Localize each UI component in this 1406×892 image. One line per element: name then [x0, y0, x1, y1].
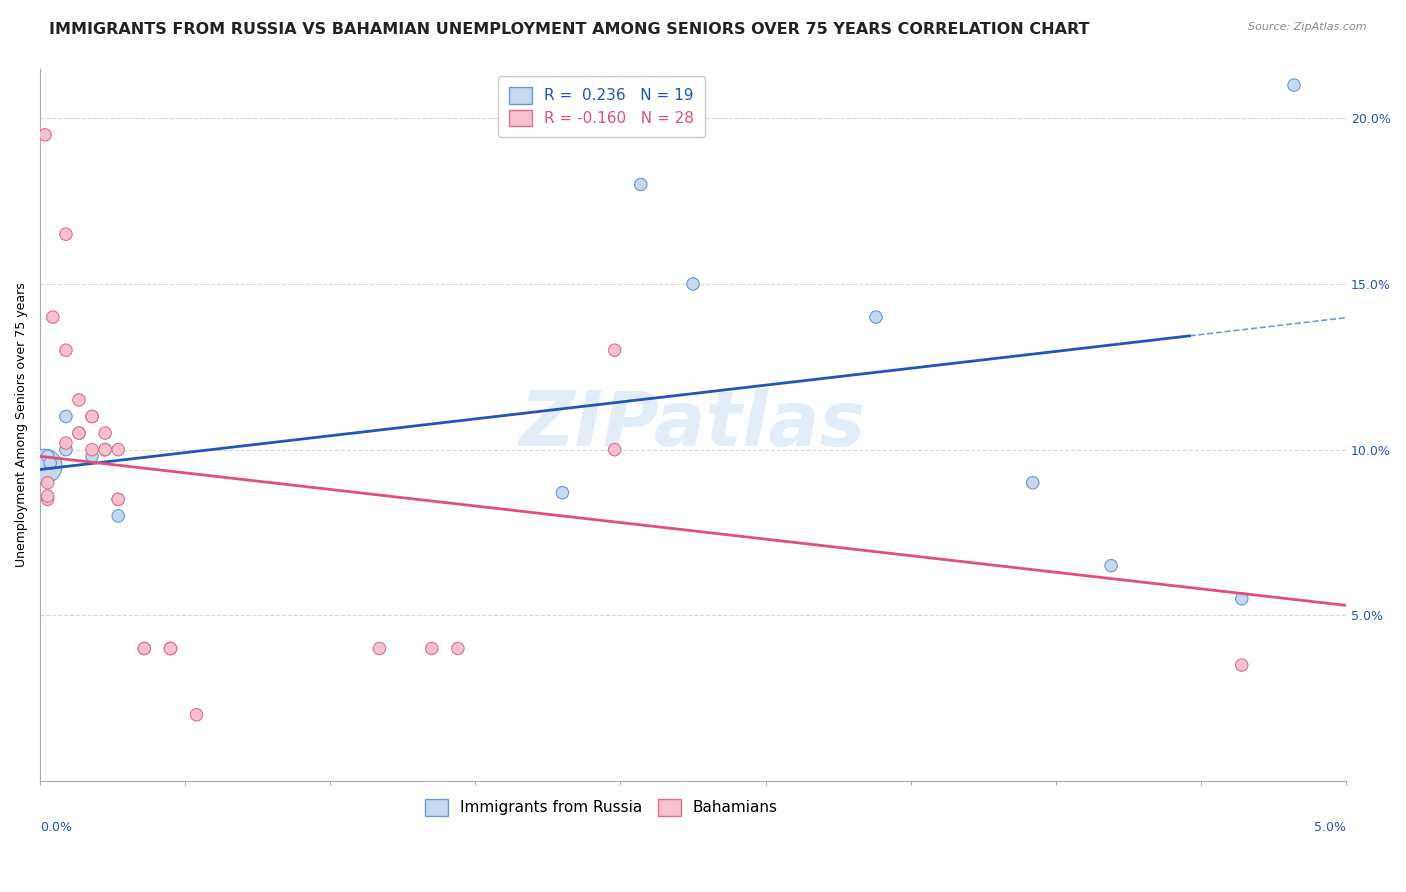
Text: IMMIGRANTS FROM RUSSIA VS BAHAMIAN UNEMPLOYMENT AMONG SENIORS OVER 75 YEARS CORR: IMMIGRANTS FROM RUSSIA VS BAHAMIAN UNEMP…	[49, 22, 1090, 37]
Point	[80, 409, 103, 424]
Point	[37, 489, 59, 503]
Point	[55, 436, 77, 450]
Legend: Immigrants from Russia, Bahamians: Immigrants from Russia, Bahamians	[418, 791, 786, 823]
Point	[1022, 475, 1045, 490]
Point	[94, 442, 117, 457]
Y-axis label: Unemployment Among Seniors over 75 years: Unemployment Among Seniors over 75 years	[15, 283, 28, 567]
Point	[94, 442, 117, 457]
Point	[159, 641, 181, 656]
Point	[1282, 78, 1305, 92]
Point	[107, 492, 129, 507]
Point	[134, 641, 156, 656]
Point	[107, 508, 129, 523]
Point	[37, 475, 59, 490]
Point	[67, 426, 90, 441]
Point	[37, 450, 59, 464]
Point	[55, 227, 77, 242]
Point	[134, 641, 156, 656]
Point	[80, 450, 103, 464]
Point	[42, 310, 65, 324]
Point	[1099, 558, 1122, 573]
Point	[603, 343, 626, 358]
Point	[186, 707, 208, 722]
Point	[80, 409, 103, 424]
Point	[159, 641, 181, 656]
Text: Source: ZipAtlas.com: Source: ZipAtlas.com	[1249, 22, 1367, 32]
Point	[159, 641, 181, 656]
Point	[420, 641, 443, 656]
Point	[682, 277, 704, 291]
Point	[55, 343, 77, 358]
Point	[447, 641, 470, 656]
Point	[551, 485, 574, 500]
Point	[107, 492, 129, 507]
Point	[107, 442, 129, 457]
Point	[39, 456, 62, 470]
Point	[55, 442, 77, 457]
Point	[1230, 658, 1253, 673]
Point	[603, 442, 626, 457]
Point	[80, 442, 103, 457]
Point	[55, 409, 77, 424]
Point	[1230, 591, 1253, 606]
Point	[94, 426, 117, 441]
Point	[34, 128, 56, 142]
Point	[368, 641, 391, 656]
Point	[865, 310, 887, 324]
Text: 5.0%: 5.0%	[1315, 821, 1347, 834]
Point	[67, 392, 90, 407]
Point	[37, 492, 59, 507]
Point	[630, 178, 652, 192]
Text: 0.0%: 0.0%	[39, 821, 72, 834]
Point	[34, 459, 56, 474]
Point	[67, 426, 90, 441]
Text: ZIPatlas: ZIPatlas	[520, 388, 866, 462]
